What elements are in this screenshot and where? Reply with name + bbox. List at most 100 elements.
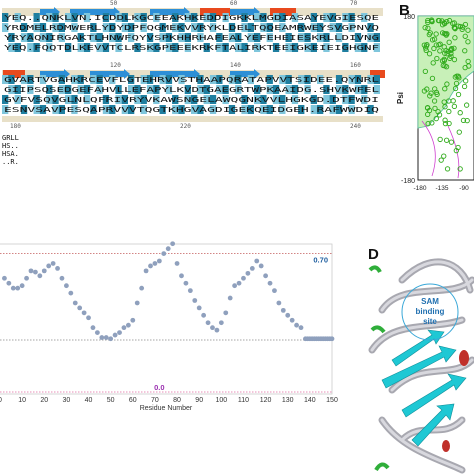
conservation-cell: [298, 23, 305, 32]
conservation-cell: [172, 13, 179, 22]
conservation-cell: [184, 43, 191, 52]
sequence-line: GVARTVGAHKRCEVFLGTEHRVVSTHAAPQRATAPVVTSI…: [4, 76, 379, 84]
ruler-label: 60: [230, 0, 238, 7]
conservation-cell: [241, 43, 248, 52]
conservation-cell: [172, 105, 179, 114]
x-tick-label: 70: [151, 397, 159, 404]
conservation-cell: [134, 95, 141, 104]
conservation-cell: [323, 95, 330, 104]
x-tick-label: 90: [195, 397, 203, 404]
panel-c-chart: 0.70 0.0 0 10 20 30 40 50 60 70 80 90 100 110 120 130 14…: [0, 232, 350, 417]
helix-bar: [200, 8, 230, 16]
conservation-cell: [203, 43, 210, 52]
conservation-cell: [140, 13, 147, 22]
data-point: [298, 325, 304, 331]
conservation-cell: [291, 13, 299, 22]
conservation-cell: [2, 105, 9, 114]
rama-point: [446, 39, 452, 45]
conservation-cell: [335, 85, 343, 94]
rama-point: [433, 116, 439, 122]
conservation-cell: [65, 95, 72, 104]
rama-point: [438, 157, 444, 163]
conservation-cell: [27, 75, 34, 84]
conservation-cell: [197, 75, 204, 84]
rama-ytick-bottom: -180: [401, 178, 415, 185]
conservation-cell: [71, 75, 78, 84]
conservation-cell: [8, 33, 15, 42]
rama-point: [428, 90, 434, 96]
conservation-cell: [77, 43, 84, 52]
rama-point: [444, 166, 451, 172]
ruler-label: 240: [350, 123, 361, 130]
conservation-cell: [197, 33, 204, 42]
loop-segment: [368, 265, 382, 273]
sam-site-label: SAM: [421, 297, 439, 306]
rama-point: [425, 19, 431, 26]
conservation-cell: [46, 85, 53, 94]
conservation-cell: [235, 33, 242, 42]
data-point: [267, 280, 273, 286]
rama-point: [439, 30, 446, 36]
conservation-cell: [260, 13, 267, 22]
rama-ytick-top: 180: [403, 14, 415, 21]
conservation-cell: [121, 95, 128, 104]
conservation-cell: [90, 75, 97, 84]
conservation-cell: [27, 33, 34, 42]
data-point: [205, 320, 211, 326]
conservation-cell: [266, 75, 273, 84]
conservation-cell: [146, 85, 154, 94]
conservation-cell: [102, 23, 110, 32]
ruler-label: 180: [10, 123, 21, 130]
conservation-cell: [241, 23, 248, 32]
conservation-cell: [222, 43, 229, 52]
rama-point: [450, 98, 456, 104]
rama-point: [436, 18, 442, 24]
x-tick-label: 120: [260, 397, 272, 404]
rama-point: [425, 120, 431, 127]
rama-point: [437, 136, 443, 143]
conservation-cell: [58, 75, 65, 84]
conservation-cell: [342, 43, 349, 52]
conservation-cell: [83, 13, 91, 22]
conservation-cell: [77, 33, 84, 42]
conservation-cell: [222, 95, 229, 104]
conservation-cell: [172, 95, 179, 104]
rama-point: [436, 112, 443, 118]
data-point: [249, 266, 255, 271]
rama-point: [431, 45, 437, 52]
data-point: [121, 325, 127, 331]
conservation-cell: [165, 75, 173, 84]
x-tick-label: 140: [304, 397, 316, 404]
rama-allowed-contour: [421, 120, 436, 177]
conservation-cell: [8, 43, 15, 52]
ruler-label: 160: [350, 62, 361, 69]
data-point: [112, 332, 118, 338]
rama-point: [425, 25, 431, 31]
data-point: [289, 317, 295, 323]
conservation-cell: [115, 33, 122, 42]
rama-point: [446, 17, 453, 24]
conservation-cell: [153, 95, 160, 104]
conservation-cell: [109, 105, 116, 114]
conservation-cell: [310, 95, 317, 104]
conservation-cell: [291, 85, 299, 94]
data-point: [50, 261, 56, 266]
x-tick-label: 150: [326, 397, 338, 404]
helix-bar: [3, 70, 25, 78]
conservation-cell: [52, 105, 59, 114]
data-point: [94, 330, 100, 335]
data-point: [179, 273, 184, 279]
ruler-label: 50: [110, 0, 118, 7]
conservation-cell: [323, 43, 330, 52]
coil-ribbon-highlight: [400, 260, 472, 292]
conservation-cell: [2, 13, 9, 22]
conservation-cell: [342, 95, 349, 104]
conservation-cell: [285, 85, 292, 94]
conservation-cell: [197, 23, 204, 32]
conservation-cell: [83, 85, 91, 94]
x-tick-label: 10: [18, 397, 26, 404]
conservation-cell: [20, 23, 28, 32]
coil-ribbon-highlight: [380, 278, 474, 312]
data-point: [125, 322, 131, 328]
conservation-cell: [216, 75, 223, 84]
